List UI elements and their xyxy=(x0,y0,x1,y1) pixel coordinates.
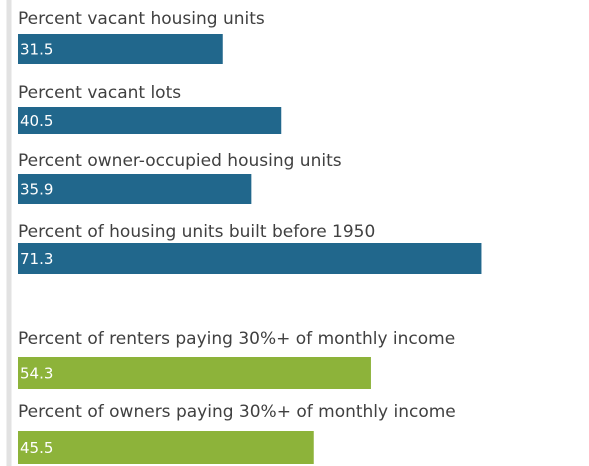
value-label: 71.3 xyxy=(20,250,53,268)
value-label: 40.5 xyxy=(20,112,53,130)
bar-label: Percent of owners paying 30%+ of monthly… xyxy=(18,402,456,422)
bar xyxy=(18,431,314,464)
value-label: 54.3 xyxy=(20,365,53,383)
bar xyxy=(18,107,282,134)
bar-label: Percent vacant housing units xyxy=(18,9,265,29)
bar xyxy=(18,243,482,274)
bar xyxy=(18,357,371,389)
bar-label: Percent owner-occupied housing units xyxy=(18,151,342,171)
bar-label: Percent vacant lots xyxy=(18,83,181,103)
value-label: 31.5 xyxy=(20,41,53,59)
bar xyxy=(18,34,223,64)
value-label: 45.5 xyxy=(20,439,53,457)
bar-label: Percent of housing units built before 19… xyxy=(18,222,375,242)
bar xyxy=(18,174,252,204)
value-label: 35.9 xyxy=(20,181,53,199)
bar-label: Percent of renters paying 30%+ of monthl… xyxy=(18,329,455,349)
